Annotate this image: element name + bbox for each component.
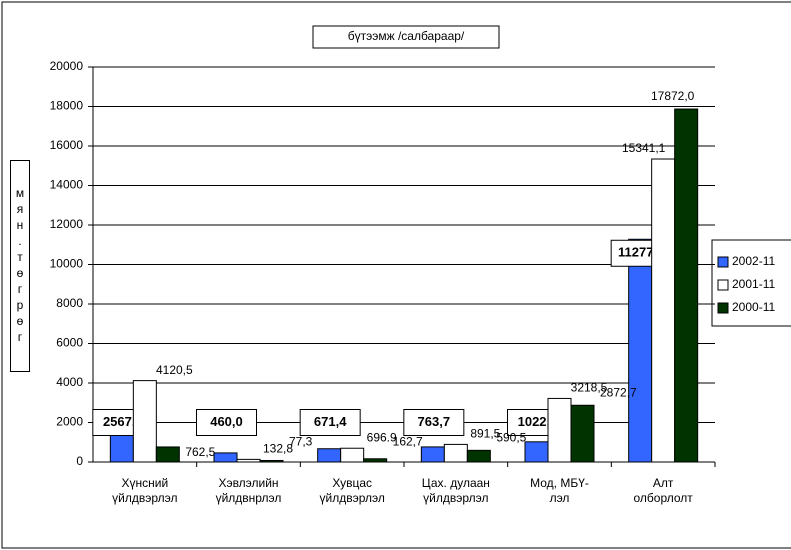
bar xyxy=(259,459,284,463)
x-tick-label: Алт xyxy=(653,476,674,490)
value-label: 132,8 xyxy=(263,442,293,456)
value-label: 77,3 xyxy=(289,434,313,448)
y-tick-label: 12000 xyxy=(50,217,84,231)
x-tick-label: олборлолт xyxy=(634,491,694,505)
value-label: 590,5 xyxy=(496,431,526,445)
value-label: 891,5 xyxy=(470,427,500,441)
x-tick-label: үйлдвнрлэл xyxy=(216,491,282,505)
legend-label: 2001-11 xyxy=(732,277,775,291)
value-label: 671,4 xyxy=(314,414,347,429)
x-tick-label: Хүнсний xyxy=(121,476,168,490)
y-tick-label: 10000 xyxy=(50,257,84,271)
value-label-box xyxy=(196,409,257,436)
value-label-box xyxy=(299,409,361,436)
y-tick-label: 0 xyxy=(76,454,83,468)
value-label: 3218,5 xyxy=(571,381,608,395)
y-tick-label: 8000 xyxy=(56,296,83,310)
x-tick-label: үйлдвэрлэл xyxy=(112,491,177,505)
y-tick-label: 20000 xyxy=(50,59,84,73)
value-label: 4120,5 xyxy=(156,363,193,377)
bar xyxy=(132,380,157,463)
value-label: 162,7 xyxy=(393,434,423,448)
value-label: 696.9 xyxy=(367,430,397,444)
bar xyxy=(466,449,491,463)
bar xyxy=(524,441,549,463)
y-tick-label: 16000 xyxy=(50,138,84,152)
legend-label: 2002-11 xyxy=(732,254,775,268)
value-label: 460,0 xyxy=(210,414,243,429)
bar xyxy=(674,108,699,463)
y-tick-label: 4000 xyxy=(56,375,83,389)
bar xyxy=(363,458,388,463)
chart-title: бүтээмж /салбараар/ xyxy=(348,29,465,43)
x-tick-label: Мод, МБҮ- xyxy=(530,476,589,490)
legend-swatch xyxy=(717,302,729,314)
bar xyxy=(547,397,572,463)
bar xyxy=(570,404,595,463)
bar xyxy=(317,448,342,463)
value-label: 2872,7 xyxy=(600,385,637,399)
y-tick-label: 18000 xyxy=(50,99,84,113)
y-tick-label: 2000 xyxy=(56,415,83,429)
value-label: 15341,1 xyxy=(622,141,666,155)
legend-label: 2000-11 xyxy=(732,300,775,314)
title-box xyxy=(312,25,500,49)
bar xyxy=(340,447,365,463)
x-tick-label: үйлдвэрлэл xyxy=(423,491,488,505)
bar xyxy=(628,238,653,463)
value-label-box xyxy=(403,409,465,436)
legend-swatch xyxy=(717,279,729,291)
x-tick-label: Цах. дулаан xyxy=(422,476,490,490)
bar xyxy=(651,158,676,463)
bar xyxy=(443,443,468,463)
value-label: 1022,3 xyxy=(518,414,558,429)
value-label: 762,5 xyxy=(185,445,215,459)
value-label: 763,7 xyxy=(418,414,451,429)
x-tick-label: үйлдвэрлэл xyxy=(319,491,384,505)
x-tick-label: Хувцас xyxy=(332,476,372,490)
x-tick-label: Хэвлэлийн xyxy=(218,476,278,490)
bar xyxy=(213,452,238,463)
bar xyxy=(236,458,261,463)
y-tick-label: 14000 xyxy=(50,178,84,192)
legend-swatch xyxy=(717,256,729,268)
y-axis-label: мян.төгрөг xyxy=(10,160,30,372)
x-tick-label: лэл xyxy=(550,491,570,505)
bar xyxy=(155,446,180,463)
value-label: 17872,0 xyxy=(651,89,695,103)
bar xyxy=(420,446,445,463)
y-tick-label: 6000 xyxy=(56,336,83,350)
